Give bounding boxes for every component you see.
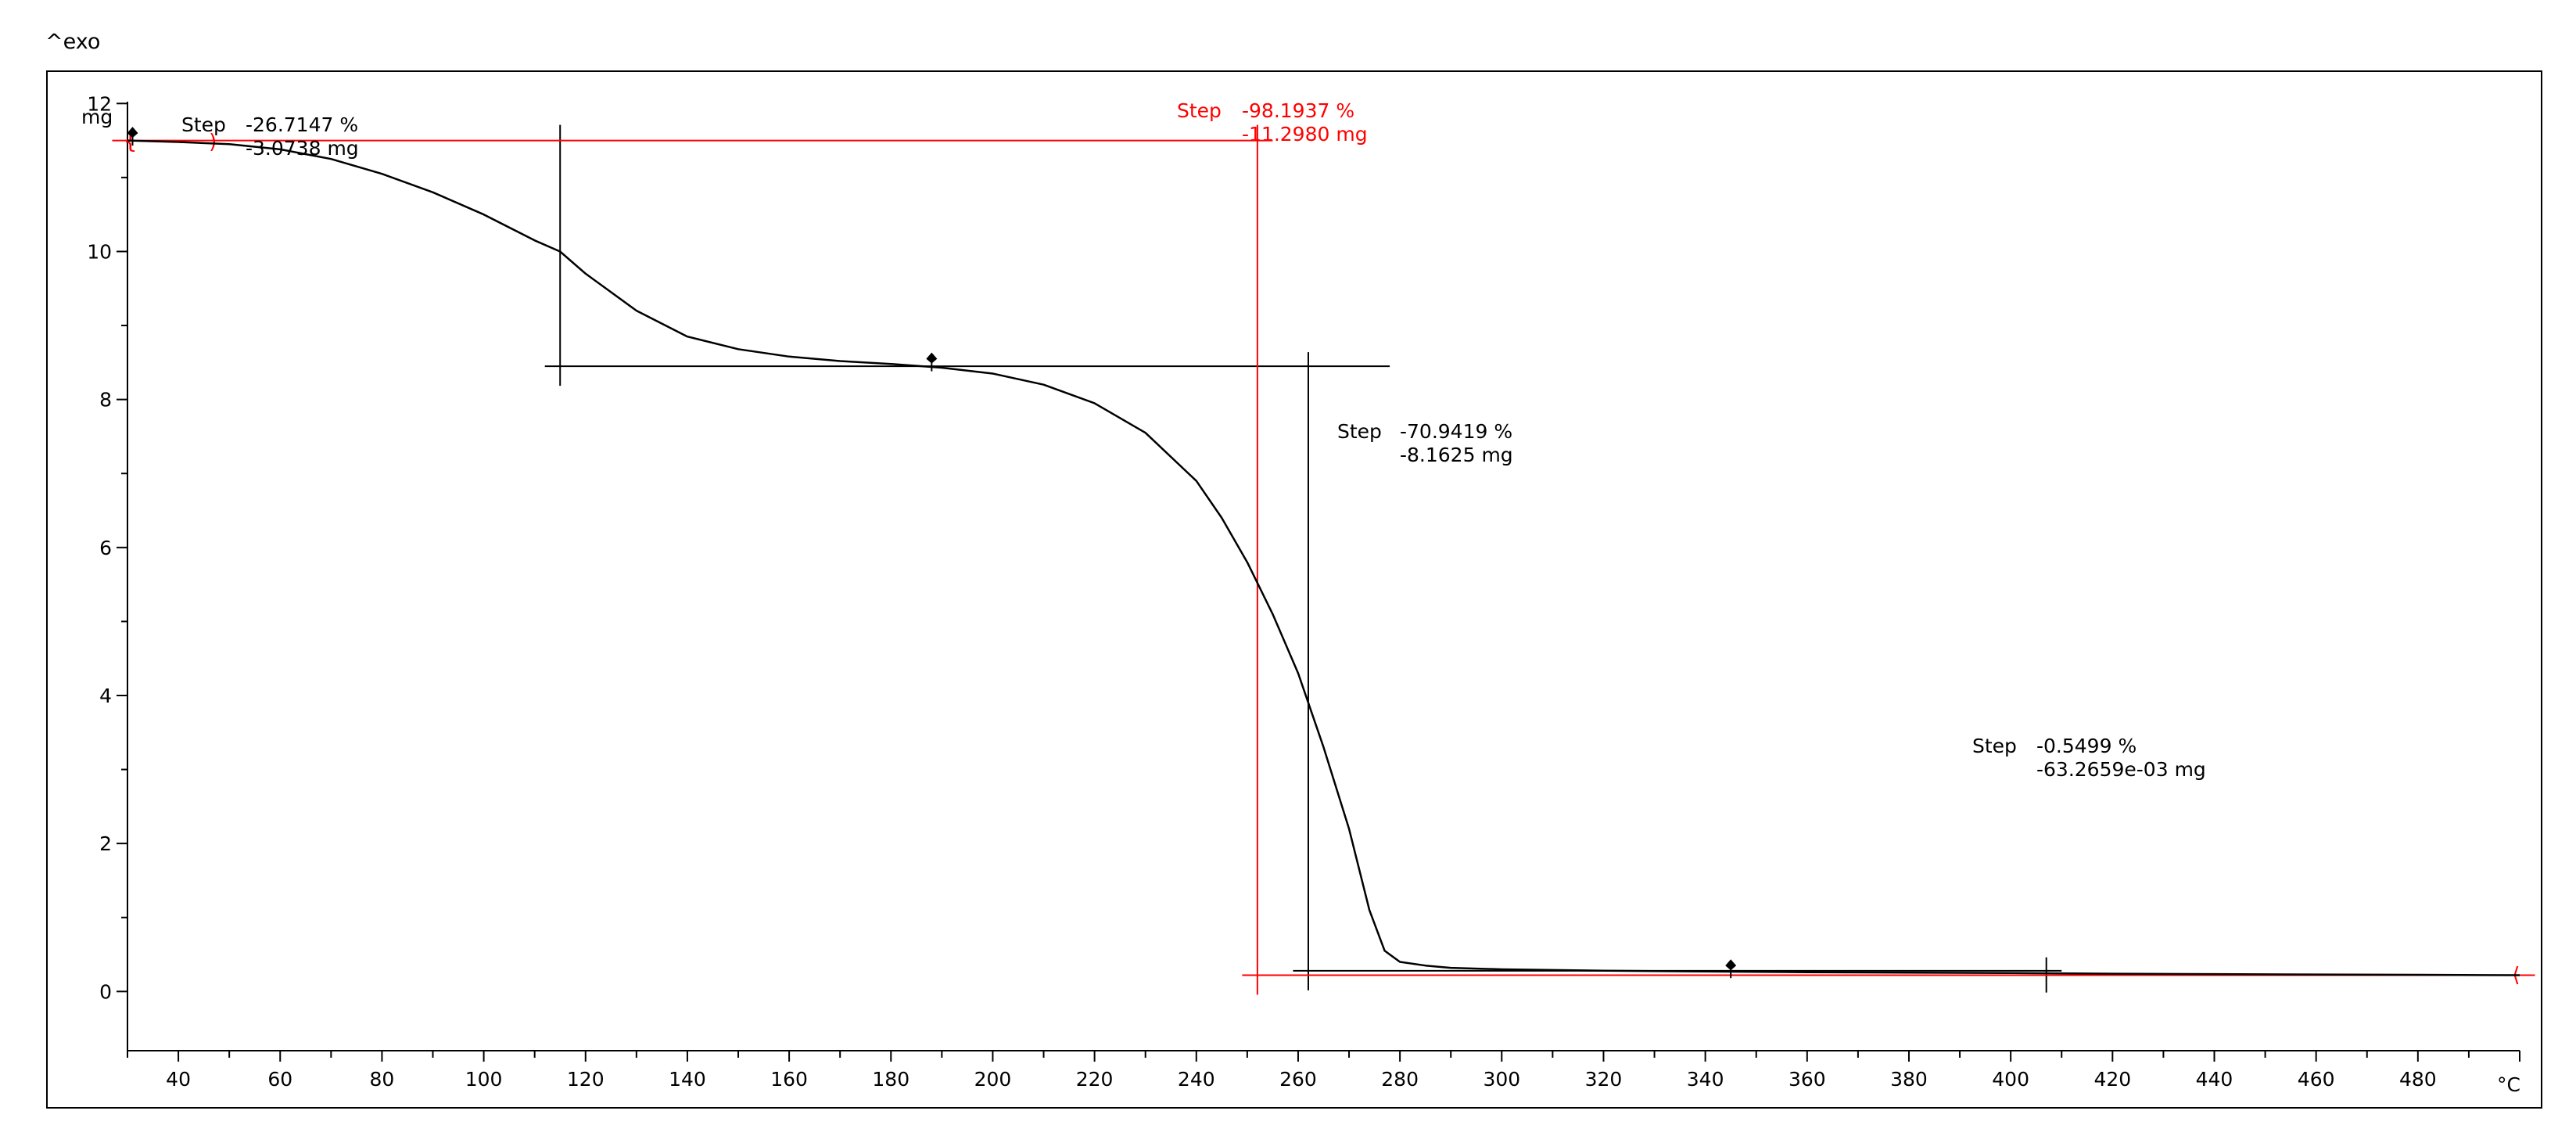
x-tick-label: 240 bbox=[1178, 1068, 1215, 1091]
y-tick-label: 2 bbox=[99, 832, 112, 855]
corner-label: ^exo bbox=[45, 30, 100, 54]
y-tick-label: 6 bbox=[99, 537, 112, 559]
step-percent: -26.7147 % bbox=[246, 113, 358, 136]
step-label: Step bbox=[181, 113, 226, 136]
y-axis: 0 2 4 6 8 10 12 bbox=[87, 92, 128, 1051]
y-tick-label: 10 bbox=[87, 240, 112, 263]
x-tick-label: 160 bbox=[770, 1068, 808, 1091]
step-percent: -98.1937 % bbox=[1242, 99, 1354, 122]
point-marker bbox=[1725, 959, 1737, 971]
series-layer bbox=[127, 139, 2520, 976]
x-tick-label: 180 bbox=[872, 1068, 909, 1091]
x-tick-label: 120 bbox=[567, 1068, 605, 1091]
step-annotation: Step -70.9419 %-8.1625 mg bbox=[1337, 420, 1513, 466]
x-tick-label: 340 bbox=[1687, 1068, 1724, 1091]
x-tick-label: 220 bbox=[1076, 1068, 1114, 1091]
markers bbox=[127, 127, 1737, 979]
x-tick-label: 200 bbox=[974, 1068, 1012, 1091]
step-percent: -0.5499 % bbox=[2036, 735, 2137, 757]
x-tick-label: 80 bbox=[370, 1068, 395, 1091]
step-label: Step bbox=[1177, 99, 1222, 122]
x-axis: 40 60 80 100 120 140 160 180 200 220 240 260 280 300 3… bbox=[127, 1050, 2520, 1091]
step-percent: -70.9419 % bbox=[1400, 420, 1512, 443]
step-mass: -63.2659e-03 mg bbox=[2036, 758, 2206, 781]
step-mass: -8.1625 mg bbox=[1400, 444, 1513, 466]
step-mass: -3.0738 mg bbox=[246, 137, 359, 160]
y-tick-label: 4 bbox=[99, 685, 112, 707]
x-axis-unit-label: °C bbox=[2497, 1073, 2520, 1096]
x-tick-label: 280 bbox=[1381, 1068, 1419, 1091]
x-tick-label: 360 bbox=[1788, 1068, 1826, 1091]
x-tick-label: 460 bbox=[2298, 1068, 2335, 1091]
x-tick-label: 100 bbox=[465, 1068, 503, 1091]
red-bracket-right: ) bbox=[209, 131, 217, 154]
step-annotation: Step -98.1937 %-11.2980 mg bbox=[1177, 99, 1368, 146]
step-annotation: Step -0.5499 %-63.2659e-03 mg bbox=[1972, 735, 2206, 781]
x-tick-label: 140 bbox=[669, 1068, 706, 1091]
step-annotation: Step -26.7147 %-3.0738 mg bbox=[181, 113, 359, 160]
x-tick-label: 60 bbox=[267, 1068, 292, 1091]
point-marker bbox=[127, 127, 138, 138]
x-tick-label: 440 bbox=[2196, 1068, 2233, 1091]
x-tick-label: 260 bbox=[1279, 1068, 1317, 1091]
x-tick-label: 420 bbox=[2093, 1068, 2131, 1091]
x-tick-label: 300 bbox=[1483, 1068, 1520, 1091]
x-tick-label: 400 bbox=[1992, 1068, 2029, 1091]
step-mass: -11.2980 mg bbox=[1242, 123, 1368, 146]
y-tick-label: 0 bbox=[99, 980, 112, 1003]
x-tick-label: 480 bbox=[2399, 1068, 2437, 1091]
y-axis-unit-label: mg bbox=[81, 106, 113, 128]
point-marker bbox=[926, 352, 938, 364]
y-tick-label: 8 bbox=[99, 389, 112, 412]
x-tick-label: 40 bbox=[166, 1068, 191, 1091]
x-tick-label: 320 bbox=[1585, 1068, 1623, 1091]
plot-frame bbox=[46, 70, 2542, 1109]
tga-curve bbox=[127, 139, 2520, 976]
y-tick-label: 12 bbox=[87, 92, 112, 115]
x-tick-label: 380 bbox=[1890, 1068, 1928, 1091]
step-label: Step bbox=[1337, 420, 1382, 443]
step-label: Step bbox=[1972, 735, 2017, 757]
step-construction-lines: {)⟨ bbox=[112, 124, 2535, 995]
step-annotations: Step -26.7147 %-3.0738 mg Step -98.1937 %-1… bbox=[181, 99, 2206, 781]
